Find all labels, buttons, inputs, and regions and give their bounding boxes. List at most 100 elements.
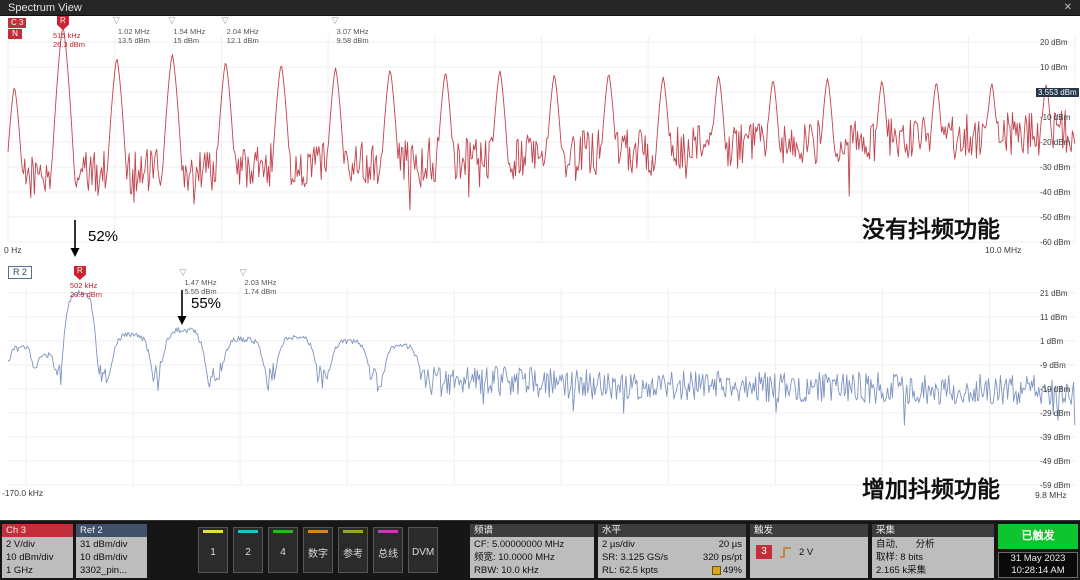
trigger-settings-badge[interactable]: 触发 3 2 V — [750, 524, 868, 578]
trigger-source-badge: 3 — [756, 545, 772, 559]
y-axis-label: -50 dBm — [1040, 213, 1071, 222]
peak-marker-icon[interactable]: ▽ — [239, 267, 247, 277]
source-button-2[interactable]: 2 — [233, 527, 263, 573]
horizontal-settings-badge[interactable]: 水平 2 µs/div 20 µs SR: 3.125 GS/s 320 ps/… — [598, 524, 746, 578]
peak-marker-readout: 2.04 MHz 12.1 dBm — [226, 27, 259, 45]
peak-marker-icon[interactable]: ▽ — [112, 15, 120, 25]
trigger-level: 2 V — [799, 546, 814, 558]
trigger-status-button[interactable]: 已触发 — [998, 524, 1078, 549]
acquisition-settings-badge[interactable]: 采集 自动, 分析 取样: 8 bits 2.165 k采集 — [872, 524, 994, 578]
date-time-display: 31 May 2023 10:28:14 AM — [998, 552, 1078, 578]
close-icon[interactable]: ✕ — [1063, 2, 1072, 13]
acq-mode: 自动, — [876, 539, 898, 550]
y-axis-label: 1 dBm — [1040, 337, 1064, 346]
annotation-with-dither: 增加抖频功能 — [862, 476, 1000, 502]
reference-marker-readout: 502 kHz 20.9 dBm — [69, 281, 103, 299]
source-button-总线[interactable]: 总线 — [373, 527, 403, 573]
acq-analyze: 分析 — [915, 539, 935, 550]
horizontal-position: 49% — [703, 564, 742, 577]
annotation-percentage: 52% — [88, 228, 119, 245]
annotation-percentage: 55% — [191, 295, 222, 312]
source-button-label: 2 — [245, 547, 251, 558]
source-button-label: 参考 — [343, 549, 363, 560]
peak-marker-readout: 1.54 MHz 15 dBm — [173, 27, 206, 45]
acq-sample-bits: 取样: 8 bits — [876, 552, 923, 563]
source-button-数字[interactable]: 数字 — [303, 527, 333, 573]
y-axis-label: 10 dBm — [1040, 63, 1068, 72]
source-button-参考[interactable]: 参考 — [338, 527, 368, 573]
acq-count: 2.165 k采集 — [876, 565, 927, 576]
reference-marker-flag[interactable]: R — [73, 266, 86, 280]
source-button-label: 1 — [210, 547, 216, 558]
spectrum-settings-badge[interactable]: 频谱 CF: 5.00000000 MHz 频宽: 10.0000 MHz RB… — [470, 524, 594, 578]
spectrum-trace-c3 — [7, 26, 1076, 243]
reference-marker-flag[interactable]: R — [56, 16, 69, 30]
x-axis-end-label: 10.0 MHz — [985, 245, 1022, 255]
channel-color-stripe — [273, 530, 293, 533]
y-axis-label: -59 dBm — [1040, 481, 1071, 490]
trace-mode-label: N — [8, 29, 22, 39]
source-button-label: 总线 — [378, 549, 398, 560]
channel-badge-c3[interactable]: C 3 N — [8, 18, 27, 39]
y-axis-label: -30 dBm — [1040, 163, 1071, 172]
y-axis-label: 11 dBm — [1040, 313, 1067, 322]
peak-marker-icon[interactable]: ▽ — [221, 15, 229, 25]
ref2-filename: 3302_pin... — [80, 565, 128, 576]
y-axis-label: -9 dBm — [1040, 361, 1066, 370]
down-arrow — [70, 220, 80, 257]
ch3-spectrum-scale: 10 dBm/div — [6, 552, 54, 563]
status-bar: Ch 3 2 V/div 10 dBm/div 1 GHz Ref 2 31 d… — [0, 520, 1080, 580]
ref-badge-r2[interactable]: R 2 — [8, 266, 33, 279]
y-axis-label: -19 dBm — [1040, 385, 1071, 394]
spectrum-without-dither — [7, 26, 1076, 211]
window-titlebar: Spectrum View ✕ — [0, 0, 1080, 16]
horizontal-position-value: 49% — [722, 565, 742, 576]
y-axis-label: -40 dBm — [1040, 188, 1071, 197]
ref-2-title: Ref 2 — [76, 524, 147, 537]
source-buttons: 1 2 4 数字 参考 总线 DVM — [198, 527, 439, 573]
channel-color-stripe — [238, 530, 258, 533]
ch3-vertical-scale: 2 V/div — [6, 539, 36, 550]
peak-marker-readout: 1.02 MHz 13.5 dBm — [117, 27, 150, 45]
source-button-4[interactable]: 4 — [268, 527, 298, 573]
channel-color-stripe — [203, 530, 223, 533]
ref2-scale-2: 10 dBm/div — [80, 552, 128, 563]
channel-3-badge[interactable]: Ch 3 2 V/div 10 dBm/div 1 GHz — [2, 524, 73, 578]
y-axis-label: -49 dBm — [1040, 457, 1071, 466]
peak-marker-icon[interactable]: ▽ — [168, 15, 176, 25]
source-button-label: DVM — [412, 547, 435, 558]
annotation-no-dither: 没有抖频功能 — [862, 216, 1000, 242]
record-length: RL: 62.5 kpts — [602, 565, 658, 576]
source-button-label: 数字 — [308, 549, 328, 560]
y-axis-label: -39 dBm — [1040, 433, 1071, 442]
peak-marker-icon[interactable]: ▽ — [331, 15, 339, 25]
reference-marker-readout: 515 kHz 26.3 dBm — [52, 31, 86, 49]
peak-marker-icon[interactable]: ▽ — [179, 267, 187, 277]
y-axis-readout: 3.553 dBm — [1036, 88, 1079, 97]
sample-resolution: 320 ps/pt — [702, 552, 742, 563]
sample-rate: SR: 3.125 GS/s — [602, 552, 669, 563]
x-axis-end-label: 9.8 MHz — [1035, 490, 1067, 500]
x-axis-start-label: 0 Hz — [4, 245, 22, 255]
rising-edge-icon — [780, 546, 791, 558]
window-title: Spectrum View — [8, 1, 82, 14]
channel-3-title: Ch 3 — [2, 524, 73, 537]
source-button-DVM[interactable]: DVM — [408, 527, 439, 573]
source-button-1[interactable]: 1 — [198, 527, 228, 573]
horizontal-window: 20 µs — [718, 539, 742, 550]
time-label: 10:28:14 AM — [1011, 565, 1065, 576]
x-axis-start-label: -170.0 kHz — [2, 488, 44, 498]
spectrum-with-dither — [7, 289, 1076, 426]
y-axis-label: -29 dBm — [1040, 409, 1071, 418]
spectrum-cf: CF: 5.00000000 MHz — [474, 539, 565, 550]
acquisition-panel-title: 采集 — [872, 524, 994, 537]
spectrum-rbw: RBW: 10.0 kHz — [474, 565, 539, 576]
ref-2-badge[interactable]: Ref 2 31 dBm/div 10 dBm/div 3302_pin... — [76, 524, 147, 578]
y-axis-label: -20 dBm — [1040, 138, 1071, 147]
trigger-panel-title: 触发 — [750, 524, 868, 537]
y-axis-label: 20 dBm — [1040, 38, 1068, 47]
expansion-point-icon — [711, 565, 721, 575]
ref2-scale-1: 31 dBm/div — [80, 539, 128, 550]
spectrum-span: 频宽: 10.0000 MHz — [474, 552, 555, 563]
